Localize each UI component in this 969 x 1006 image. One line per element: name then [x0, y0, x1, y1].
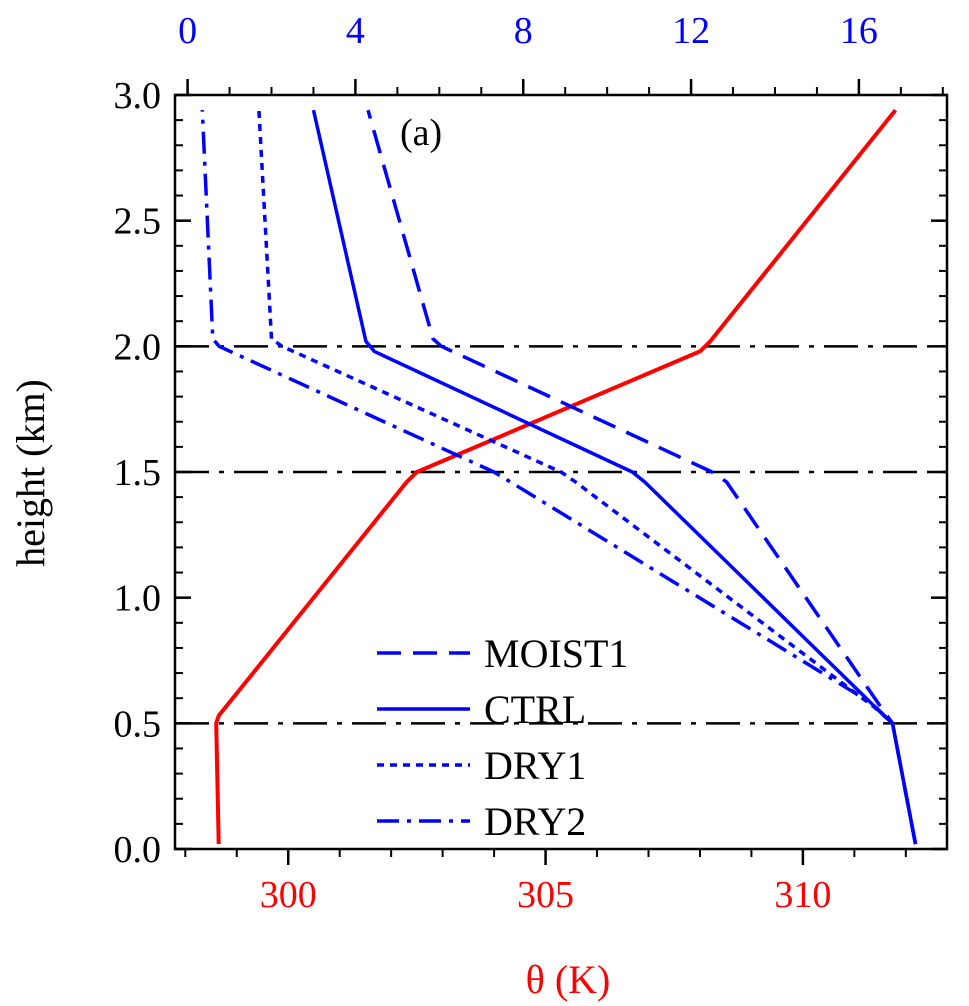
series-line-moist1 — [366, 109, 918, 845]
y-tick-label: 0.0 — [114, 829, 162, 871]
axis-ticks — [175, 79, 947, 865]
x-bottom-tick-label: 310 — [774, 874, 831, 916]
y-tick-label: 2.5 — [114, 201, 162, 243]
legend-label-dry1: DRY1 — [484, 743, 586, 788]
x-top-tick-label: 8 — [514, 10, 533, 52]
legend-label-moist1: MOIST1 — [484, 631, 628, 676]
y-tick-label: 1.0 — [114, 578, 162, 620]
series-line-theta — [214, 108, 898, 845]
x-top-tick-label: 0 — [178, 10, 197, 52]
x-bottom-tick-label: 305 — [517, 874, 574, 916]
series-line-dry1 — [257, 110, 918, 845]
series-lines — [200, 108, 918, 845]
y-axis-title: height (km) — [8, 379, 53, 567]
tick-labels: 0.0 0.5 1.0 1.5 2.0 2.5 3.0 300 305 310 0 4 8 12 16 — [114, 10, 878, 916]
x-top-tick-label: 12 — [672, 10, 710, 52]
y-tick-label: 3.0 — [114, 75, 162, 117]
y-tick-label: 0.5 — [114, 703, 162, 745]
x-bottom-tick-label: 300 — [260, 874, 317, 916]
y-tick-label: 2.0 — [114, 326, 162, 368]
panel-label: (a) — [400, 112, 442, 154]
series-line-ctrl — [311, 109, 918, 845]
x-top-tick-label: 4 — [346, 10, 365, 52]
x-axis-title-bottom: θ (K) — [526, 957, 611, 1002]
legend: MOIST1 CTRL DRY1 DRY2 — [377, 631, 628, 844]
series-line-dry2 — [200, 110, 918, 845]
legend-label-ctrl: CTRL — [484, 687, 586, 732]
x-top-tick-label: 16 — [840, 10, 878, 52]
y-tick-label: 1.5 — [114, 452, 162, 494]
legend-label-dry2: DRY2 — [484, 799, 586, 844]
